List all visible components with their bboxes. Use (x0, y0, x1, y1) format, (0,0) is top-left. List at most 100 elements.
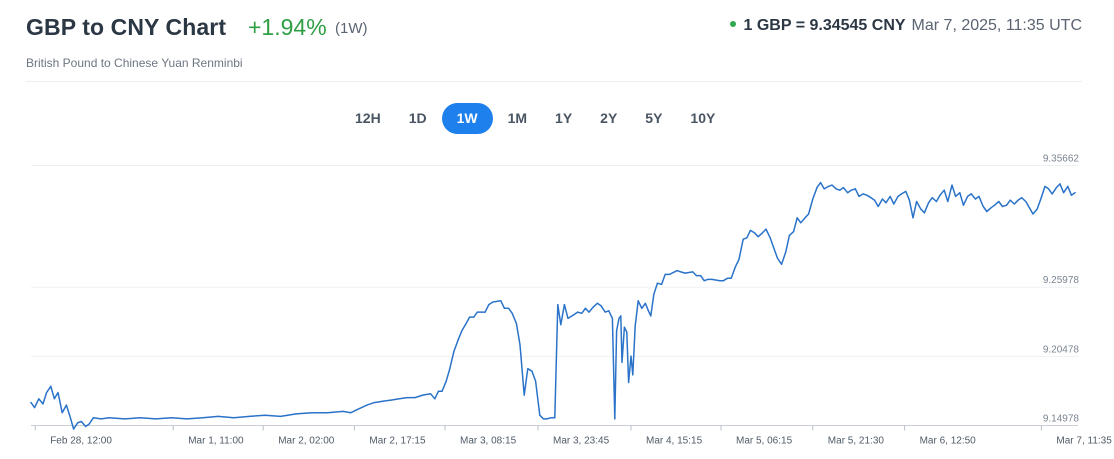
period-label: (1W) (335, 20, 368, 37)
data-point (1013, 203, 1016, 205)
data-point (632, 374, 634, 376)
data-point (765, 228, 767, 230)
range-button-1w[interactable]: 1W (441, 103, 493, 134)
data-point (34, 407, 36, 409)
data-point (604, 311, 606, 313)
page-subtitle: British Pound to Chinese Yuan Renminbi (26, 56, 243, 70)
data-point (986, 210, 988, 213)
data-point (155, 418, 157, 420)
data-point (527, 368, 529, 370)
data-point (77, 422, 79, 424)
data-point (754, 232, 756, 234)
data-point (901, 193, 903, 195)
data-point (445, 380, 447, 382)
data-point (661, 283, 663, 285)
data-point (730, 277, 732, 279)
data-point (847, 192, 849, 194)
data-point (481, 311, 483, 313)
data-point (453, 350, 455, 352)
range-button-1d[interactable]: 1D (408, 110, 427, 126)
data-point (511, 312, 513, 314)
data-point (1070, 194, 1072, 196)
data-point (100, 418, 102, 420)
data-point (634, 325, 636, 327)
data-point (554, 417, 556, 419)
data-point (492, 301, 494, 303)
data-point (1059, 183, 1061, 185)
data-point (738, 258, 740, 260)
data-point (621, 361, 623, 363)
x-tick-label: Mar 5, 21:30 (828, 436, 885, 447)
data-point (542, 418, 545, 420)
exchange-rate-chart: 9.35662 9.25978 9.20478 9.14978 Feb 28, 12:… (30, 154, 1112, 447)
data-point (373, 402, 375, 404)
data-point (248, 415, 250, 417)
data-point (757, 236, 759, 238)
data-point (1036, 208, 1038, 210)
data-point (842, 187, 845, 189)
data-point (608, 310, 610, 312)
live-indicator-icon (729, 21, 736, 28)
data-point (108, 417, 110, 419)
y-axis-labels: 9.35662 9.25978 9.20478 9.14978 (1043, 154, 1080, 425)
data-point (628, 381, 630, 384)
data-point (588, 311, 590, 313)
data-point (947, 200, 949, 203)
header-divider (26, 81, 1082, 82)
data-point (912, 217, 914, 219)
data-point (935, 200, 938, 203)
data-point (793, 231, 795, 233)
data-point (1006, 204, 1008, 206)
data-point (311, 412, 313, 414)
data-point (557, 304, 559, 306)
data-point (611, 317, 614, 319)
current-rate: 1 GBP = 9.34545 CNY Mar 7, 2025, 11:35 UT… (729, 17, 1082, 35)
x-tick-label: Mar 7, 11:35 (1056, 436, 1112, 447)
data-point (577, 311, 579, 313)
data-point (776, 257, 779, 259)
data-point (124, 418, 126, 420)
range-button-1y[interactable]: 1Y (555, 110, 573, 126)
range-button-12h[interactable]: 12H (355, 110, 381, 126)
data-point (881, 198, 884, 200)
data-point (761, 232, 764, 234)
data-point (366, 404, 368, 406)
data-point (641, 307, 643, 309)
data-point (800, 222, 802, 224)
data-point (967, 195, 969, 197)
data-point (65, 404, 67, 406)
data-point (734, 266, 737, 268)
data-point (476, 311, 478, 313)
data-point (38, 398, 40, 400)
series-line (30, 181, 1076, 430)
data-point (1063, 192, 1065, 194)
range-button-2y[interactable]: 2Y (600, 110, 618, 126)
data-point (719, 280, 721, 282)
data-point (280, 415, 282, 417)
data-point (647, 310, 650, 312)
data-point (1017, 199, 1019, 201)
data-points (30, 182, 1076, 430)
data-point (1074, 192, 1076, 194)
data-point (889, 195, 891, 197)
data-point (827, 185, 830, 187)
range-button-5y[interactable]: 5Y (645, 110, 663, 126)
x-tick-label: Mar 3, 08:15 (460, 436, 517, 447)
y-tick-label: 9.25978 (1043, 275, 1080, 286)
x-tick-label: Mar 2, 17:15 (369, 436, 426, 447)
data-point (295, 413, 297, 415)
data-point (897, 195, 899, 197)
data-point (139, 417, 141, 419)
x-tick-label: Mar 3, 23:45 (553, 436, 610, 447)
range-button-10y[interactable]: 10Y (690, 110, 716, 126)
range-button-1m[interactable]: 1M (507, 110, 528, 126)
data-point (57, 391, 59, 394)
x-tick-label: Mar 1, 11:00 (188, 436, 244, 447)
data-point (943, 189, 945, 191)
data-point (1009, 199, 1011, 201)
y-tick-label: 9.14978 (1043, 414, 1080, 425)
data-point (46, 391, 48, 394)
data-point (1032, 213, 1034, 215)
data-point (515, 322, 518, 324)
data-point (831, 184, 833, 186)
